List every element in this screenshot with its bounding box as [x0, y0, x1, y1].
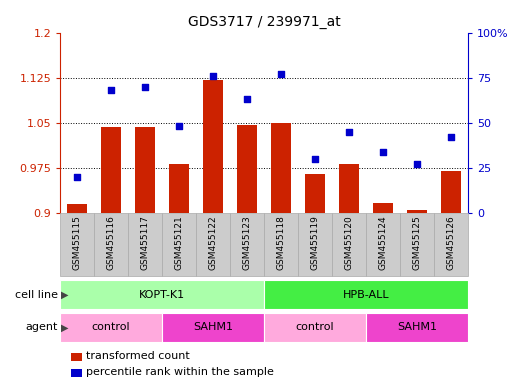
Point — [175, 123, 184, 129]
Point — [277, 71, 286, 77]
Bar — [67, 204, 87, 213]
Bar — [271, 124, 291, 213]
Text: control: control — [92, 322, 130, 333]
Text: SAHM1: SAHM1 — [193, 322, 233, 333]
Text: control: control — [296, 322, 334, 333]
Point — [311, 156, 320, 162]
Bar — [366, 213, 400, 276]
Bar — [407, 210, 427, 213]
Bar — [332, 213, 366, 276]
Text: GSM455118: GSM455118 — [277, 215, 286, 270]
Bar — [230, 213, 264, 276]
Text: GSM455120: GSM455120 — [345, 215, 354, 270]
Text: GSM455116: GSM455116 — [107, 215, 116, 270]
Text: GSM455121: GSM455121 — [175, 215, 184, 270]
Bar — [400, 213, 434, 276]
Bar — [101, 127, 121, 213]
Bar — [373, 204, 393, 213]
Text: percentile rank within the sample: percentile rank within the sample — [86, 367, 274, 377]
Bar — [366, 313, 468, 342]
Text: GSM455117: GSM455117 — [141, 215, 150, 270]
Text: GSM455122: GSM455122 — [209, 215, 218, 270]
Bar — [237, 125, 257, 213]
Bar — [305, 174, 325, 213]
Text: GSM455125: GSM455125 — [413, 215, 422, 270]
Point — [379, 149, 388, 155]
Text: ▶: ▶ — [61, 290, 69, 300]
Point — [141, 84, 150, 90]
Text: agent: agent — [25, 322, 58, 333]
Bar — [128, 213, 162, 276]
Point — [447, 134, 456, 141]
Text: GSM455124: GSM455124 — [379, 215, 388, 270]
Bar — [434, 213, 468, 276]
Bar — [203, 79, 223, 213]
Bar — [94, 213, 128, 276]
Text: SAHM1: SAHM1 — [397, 322, 437, 333]
Point — [209, 73, 218, 79]
Bar — [264, 213, 298, 276]
Text: GSM455126: GSM455126 — [447, 215, 456, 270]
Text: GSM455119: GSM455119 — [311, 215, 320, 270]
Text: HPB-ALL: HPB-ALL — [343, 290, 390, 300]
Bar — [298, 213, 332, 276]
Text: transformed count: transformed count — [86, 351, 190, 361]
Bar — [162, 313, 264, 342]
Bar — [169, 164, 189, 213]
Bar — [162, 213, 196, 276]
Point — [243, 96, 252, 103]
Text: GSM455123: GSM455123 — [243, 215, 252, 270]
Point — [107, 87, 116, 93]
Point — [345, 129, 354, 135]
Bar — [60, 213, 94, 276]
Bar — [60, 280, 264, 309]
Bar — [264, 280, 468, 309]
Text: cell line: cell line — [15, 290, 58, 300]
Text: KOPT-K1: KOPT-K1 — [139, 290, 185, 300]
Point — [413, 161, 422, 167]
Bar — [60, 313, 162, 342]
Point — [73, 174, 82, 180]
Bar — [339, 164, 359, 213]
Bar — [441, 171, 461, 213]
Text: ▶: ▶ — [61, 322, 69, 333]
Bar — [264, 313, 366, 342]
Bar — [135, 127, 155, 213]
Text: GSM455115: GSM455115 — [73, 215, 82, 270]
Text: GDS3717 / 239971_at: GDS3717 / 239971_at — [188, 15, 340, 29]
Bar — [196, 213, 230, 276]
